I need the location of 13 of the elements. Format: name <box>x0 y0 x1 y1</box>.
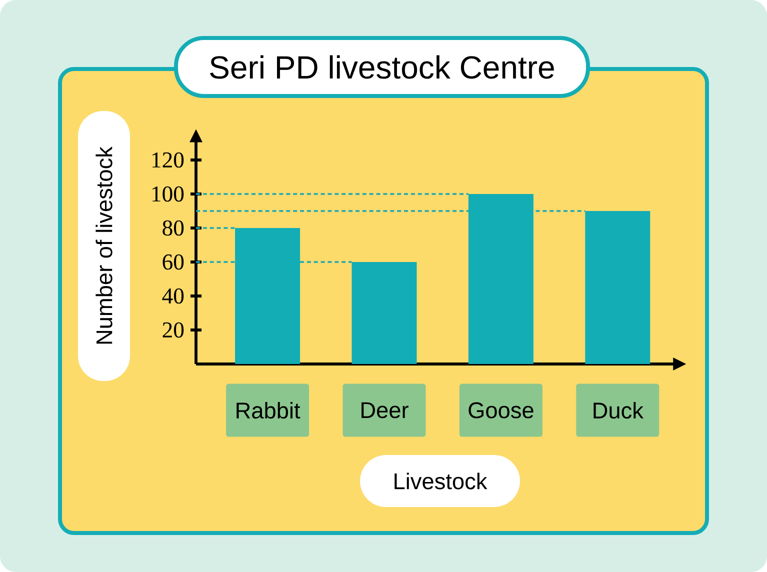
y-tick-label: 100 <box>152 186 184 202</box>
y-tick-label: 60 <box>162 254 184 270</box>
chart-title: Seri PD livestock Centre <box>210 55 554 79</box>
y-tick-label: 40 <box>162 288 184 304</box>
x-tick-label: Goose <box>468 402 534 418</box>
x-axis-title: Livestock <box>394 472 488 490</box>
y-axis-title: Number of livestock <box>96 146 112 344</box>
x-tick-label: Duck <box>594 402 644 419</box>
y-tick-label: 20 <box>162 322 184 338</box>
y-tick-label: 80 <box>162 220 184 236</box>
y-tick-label: 120 <box>152 152 184 168</box>
x-tick-label: Deer <box>362 402 408 418</box>
x-tick-label: Rabbit <box>236 402 300 419</box>
